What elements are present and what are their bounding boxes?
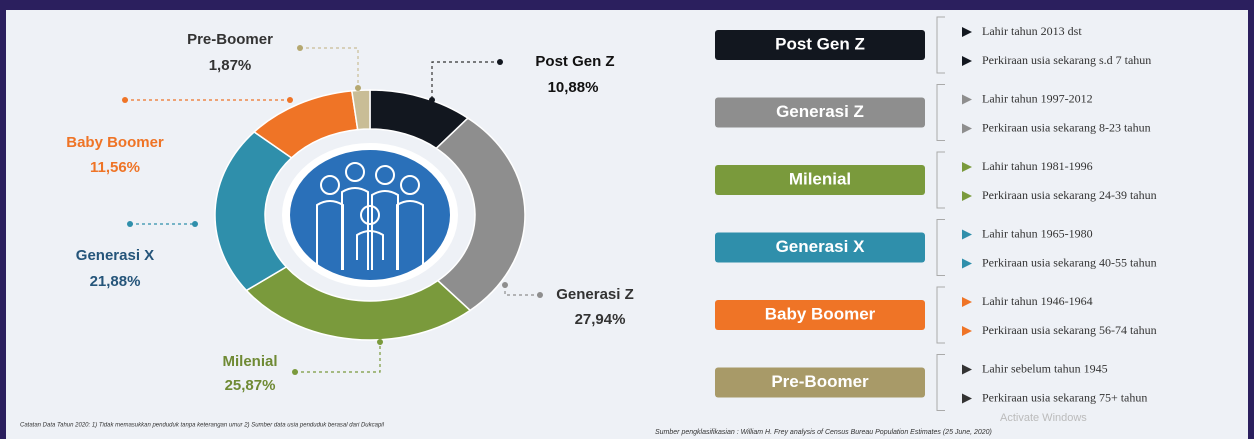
bracket [936, 16, 945, 74]
leader-dot [122, 97, 128, 103]
segment-value: 11,56% [90, 159, 140, 176]
bullet [962, 191, 972, 201]
bracket [936, 151, 945, 209]
generation-born: Lahir sebelum tahun 1945 [982, 361, 1108, 375]
leader-dot [502, 282, 508, 288]
bullet [962, 258, 972, 269]
leader-dot [287, 97, 293, 103]
person-body [396, 200, 424, 270]
generation-age: Perkiraan usia sekarang 8-23 tahun [982, 120, 1151, 134]
leader-line [295, 342, 381, 373]
bullet [962, 27, 972, 37]
leader-line [431, 61, 500, 100]
bullet [962, 123, 972, 134]
generation-pill [715, 165, 925, 195]
person-head [375, 165, 395, 185]
generation-age: Perkiraan usia sekarang s.d 7 tahun [982, 53, 1151, 67]
leader-dot [127, 221, 133, 227]
generation-born: Lahir tahun 1946-1964 [982, 294, 1093, 308]
leader-line [300, 47, 359, 88]
bracket [936, 286, 945, 344]
bullet [962, 56, 972, 66]
person-body [341, 187, 369, 270]
leader-dot [429, 97, 435, 103]
generation-pill [715, 232, 925, 263]
segment-label: Generasi X [76, 247, 154, 264]
generation-age: Perkiraan usia sekarang 24-39 tahun [982, 188, 1157, 202]
generation-pill [715, 300, 925, 330]
generation-born: Lahir tahun 1997-2012 [982, 91, 1093, 105]
segment-label: Pre-Boomer [187, 31, 273, 48]
leader-dot [292, 369, 298, 375]
bracket [936, 219, 945, 276]
bullet [962, 229, 972, 240]
source: Sumber pengklasifikasian : William H. Fr… [655, 429, 992, 436]
leader-dot [537, 292, 543, 298]
watermark: Activate Windows [1000, 412, 1087, 424]
person-head [345, 162, 365, 182]
segment-label: Baby Boomer [66, 134, 164, 151]
donut-segment [245, 265, 472, 341]
background [6, 10, 1248, 439]
generation-pill [715, 30, 925, 60]
center-circle [290, 150, 450, 280]
bullet [962, 364, 972, 375]
generation-name: Baby Boomer [765, 304, 876, 323]
generation-name: Generasi Z [776, 102, 864, 121]
segment-value: 10,88% [548, 79, 599, 96]
bullet [962, 297, 972, 307]
generation-born: Lahir tahun 2013 dst [982, 24, 1082, 38]
leader-dot [377, 339, 383, 345]
person-head [400, 175, 420, 195]
segment-value: 25,87% [225, 377, 276, 394]
segment-label: Post Gen Z [535, 53, 614, 70]
segment-label: Generasi Z [556, 286, 634, 303]
generation-age: Perkiraan usia sekarang 75+ tahun [982, 390, 1147, 404]
bracket [936, 354, 945, 411]
generation-name: Pre-Boomer [771, 372, 869, 391]
bullet [962, 326, 972, 336]
person-body [356, 230, 384, 260]
segment-label: Milenial [222, 353, 277, 370]
generation-pill [715, 97, 925, 128]
bullet [962, 162, 972, 172]
generation-born: Lahir tahun 1981-1996 [982, 159, 1093, 173]
donut-segment [435, 117, 526, 312]
generation-born: Lahir tahun 1965-1980 [982, 226, 1093, 240]
leader-dot [192, 221, 198, 227]
generation-age: Perkiraan usia sekarang 40-55 tahun [982, 255, 1157, 269]
people-icon [316, 162, 424, 270]
person-head [320, 175, 340, 195]
person-head [360, 205, 380, 225]
generation-name: Generasi X [776, 237, 865, 256]
generation-name: Post Gen Z [775, 34, 865, 53]
footnote: Catatan Data Tahun 2020: 1) Tidak memasu… [20, 423, 385, 429]
generation-age: Perkiraan usia sekarang 56-74 tahun [982, 323, 1157, 337]
bullet [962, 94, 972, 105]
leader-dot [355, 85, 361, 91]
bullet [962, 393, 972, 404]
segment-value: 21,88% [90, 273, 141, 290]
bracket [936, 84, 945, 141]
segment-value: 1,87% [209, 57, 252, 74]
leader-dot [297, 45, 303, 51]
generation-name: Milenial [789, 169, 851, 188]
generation-pill [715, 367, 925, 398]
segment-value: 27,94% [575, 311, 626, 328]
person-body [371, 190, 399, 270]
leader-dot [497, 59, 503, 65]
